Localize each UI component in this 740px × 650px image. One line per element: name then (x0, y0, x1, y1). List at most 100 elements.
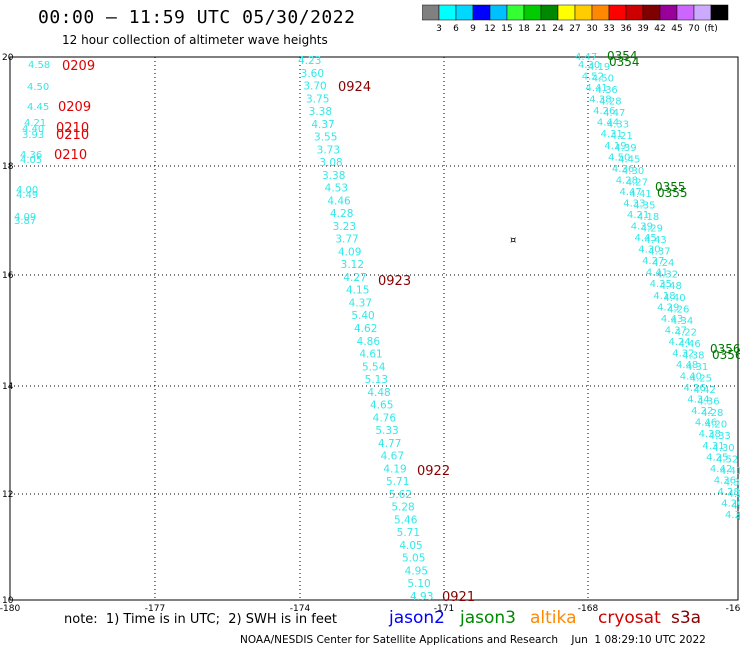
wave-height-value: 4.52 (582, 72, 604, 83)
wave-height-value: 4.18 (637, 212, 659, 223)
wave-height-value: 4.28 (717, 487, 739, 498)
wave-height-value: 4.47 (619, 187, 641, 198)
wave-height-value: 5.46 (394, 514, 418, 526)
wave-height-value: 4.50 (608, 152, 630, 163)
wave-height-value: 4.31 (686, 362, 708, 373)
wave-height-value: 4.67 (381, 451, 404, 463)
wave-height-value: 5.40 (351, 310, 374, 322)
pass-time-label: 0356 (710, 342, 740, 356)
wave-height-value: 4.46 (695, 418, 717, 429)
pass-time-label: 0922 (417, 464, 450, 479)
wave-height-value: 4.19 (588, 62, 610, 73)
wave-height-value: 4.53 (325, 183, 348, 195)
wave-height-value: 4.47 (575, 52, 597, 63)
legend-jason2: jason2 (389, 608, 445, 628)
wave-height-value: 4.45 (635, 233, 657, 244)
wave-height-value: 4.65 (370, 400, 393, 412)
wave-height-value: 4.32 (672, 348, 694, 359)
pass-time-label: 0210 (56, 121, 89, 136)
island-marker: ¤ (510, 235, 516, 246)
wave-height-value: 4.33 (725, 510, 740, 521)
wave-height-value: 4.22 (691, 406, 713, 417)
wave-height-value: 4.28 (701, 408, 723, 419)
wave-height-value: 3.75 (306, 93, 329, 105)
pass-time-label: 0924 (338, 80, 371, 95)
wave-height-value: 4.21 (611, 131, 633, 142)
wave-height-value: 4.86 (357, 336, 381, 348)
wave-height-value: 5.13 (365, 374, 388, 386)
wave-height-value: 4.00 (16, 185, 38, 196)
wave-height-value: 4.35 (650, 279, 672, 290)
legend-jason3: jason3 (460, 608, 516, 628)
colorbar-label: 70 (688, 24, 700, 34)
wave-height-value: 4.45 (27, 102, 49, 113)
map-subtitle: 12 hour collection of altimeter wave hei… (62, 33, 328, 47)
wave-height-value: 4.30 (712, 443, 734, 454)
wave-height-value: 4.45 (618, 154, 640, 165)
wave-height-value: 3.55 (314, 132, 337, 144)
wave-height-value: 4.27 (343, 272, 366, 284)
wave-height-value: 3.70 (303, 81, 326, 93)
wave-height-value: 4.38 (589, 95, 611, 106)
wave-height-value: 4.28 (330, 208, 353, 220)
wave-height-value: 4.36 (596, 85, 618, 96)
wave-height-value: 4.27 (642, 256, 664, 267)
pass-time-label: 0921 (442, 590, 475, 605)
color-scale-bar: 3 6 9 12 15 18 21 24 27 30 33 36 39 42 45 70 (ft) (422, 4, 729, 34)
wave-height-value: 4.31 (601, 129, 623, 140)
wave-height-value: 4.19 (383, 463, 406, 475)
colorbar-label: 21 (535, 24, 546, 34)
wave-height-value: 4.30 (622, 166, 644, 177)
wave-height-value: 4.44 (731, 500, 740, 511)
wave-height-value: 3.77 (335, 234, 358, 246)
colorbar-label: 24 (552, 24, 564, 34)
wave-height-value: 4.47 (603, 108, 625, 119)
colorbar-label: 3 (436, 24, 442, 34)
colorbar-label: 18 (518, 24, 530, 34)
wave-height-value: 4.37 (665, 325, 687, 336)
wave-height-value: 4.40 (663, 293, 685, 304)
colorbar-label: 33 (603, 24, 614, 34)
wave-height-value: 4.93 (410, 591, 433, 603)
colorbar-label: 30 (586, 24, 598, 34)
wave-height-value: 4.05 (20, 155, 42, 166)
wave-height-value: 4.33 (709, 431, 731, 442)
wave-height-value: 4.33 (607, 120, 629, 131)
x-tick-label: -174 (290, 604, 311, 614)
wave-height-value: 5.05 (402, 553, 425, 565)
wave-height-value: 4.46 (678, 339, 700, 350)
wave-height-value: 4.50 (27, 82, 49, 93)
wave-height-value: 4.41 (629, 189, 651, 200)
wave-height-value: 4.21 (24, 118, 46, 129)
colorbar-label: (ft) (704, 24, 718, 34)
wave-height-value: 5.71 (397, 527, 420, 539)
wave-height-value: 4.36 (612, 164, 634, 175)
wave-height-value: 4.42 (710, 464, 732, 475)
wave-height-value: 4.25 (690, 374, 712, 385)
wave-height-value: 4.26 (727, 489, 740, 500)
wave-height-value: 4.22 (675, 327, 697, 338)
wave-height-value: 4.77 (378, 438, 401, 450)
colorbar-swatch (710, 4, 729, 21)
y-tick-label: 14 (2, 382, 14, 392)
footer-credit: NOAA/NESDIS Center for Satellite Applica… (240, 634, 706, 646)
wave-height-value: 4.09 (14, 212, 36, 223)
pass-time-label: 0355 (657, 186, 688, 200)
wave-height-value: 4.62 (354, 323, 377, 335)
wave-height-value: 4.43 (645, 235, 667, 246)
x-tick-label: -180 (0, 604, 20, 614)
wave-height-value: 4.20 (721, 498, 740, 509)
wave-height-value: 3.87 (14, 216, 36, 227)
wave-height-value: 4.21 (627, 210, 649, 221)
wave-height-value: 4.38 (682, 350, 704, 361)
y-tick-label: 10 (2, 596, 14, 606)
wave-height-value: 4.95 (405, 565, 428, 577)
wave-height-value: 4.38 (699, 429, 721, 440)
wave-height-value: 4.39 (614, 143, 636, 154)
wave-height-value: 4.26 (593, 106, 615, 117)
wave-height-value: 5.54 (362, 361, 386, 373)
wave-height-value: 4.28 (616, 175, 638, 186)
wave-height-value: 4.32 (656, 270, 678, 281)
wave-height-value: 4.29 (641, 224, 663, 235)
y-tick-label: 12 (2, 490, 13, 500)
